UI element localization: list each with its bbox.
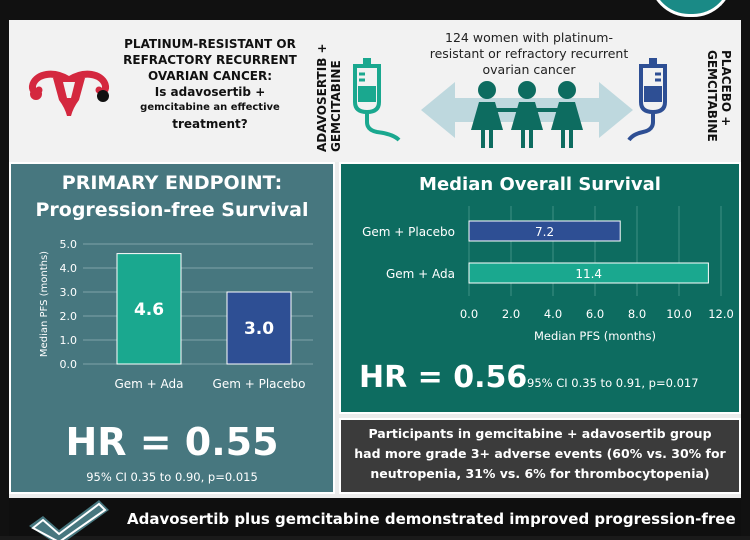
x-tick-label: Gem + Placebo (213, 377, 306, 391)
y-tick-label: Gem + Ada (386, 267, 455, 281)
y-tick-label: 1.0 (60, 334, 78, 347)
arm-label-line: PLACEBO + (719, 50, 733, 127)
trial-line: 124 women with platinum- (445, 30, 613, 45)
conclusion-text: Adavosertib plus gemcitabine demonstrate… (127, 510, 736, 528)
y-tick-label: 4.0 (60, 262, 78, 275)
study-question: PLATINUM-RESISTANT OR REFRACTORY RECURRE… (119, 36, 301, 132)
x-tick-label: 10.0 (666, 307, 692, 321)
uterus-icon (29, 70, 109, 116)
pfs-panel: PRIMARY ENDPOINT: Progression-free Survi… (9, 162, 335, 494)
arm-label-line: GEMCITABINE (329, 60, 343, 152)
iv-bag-icon (627, 58, 667, 142)
question-line: gemcitabine an effective (140, 102, 280, 113)
bar (468, 262, 709, 284)
top-bar (9, 0, 741, 20)
x-tick-label: 12.0 (708, 307, 734, 321)
iv-bag-icon (353, 58, 401, 142)
trial-line: ovarian cancer (482, 62, 576, 77)
bar (116, 253, 182, 365)
adverse-events-panel: Participants in gemcitabine + adavoserti… (339, 418, 741, 494)
os-bar-chart: 0.0 2.0 4.0 6.0 8.0 10.0 12.0 Median PFS (month… (362, 206, 734, 343)
header-panel: PLATINUM-RESISTANT OR REFRACTORY RECURRE… (9, 20, 741, 162)
x-axis-label: Median PFS (months) (534, 329, 656, 343)
x-tick-label: 0.0 (460, 307, 478, 321)
os-panel: Median Overall Survival 0.0 2.0 4.0 6.0 8.0 1… (339, 162, 741, 414)
bar-value-label: 3.0 (244, 319, 274, 339)
bar-value-label: 7.2 (535, 225, 554, 239)
y-tick-label: 3.0 (60, 286, 78, 299)
question-line: PLATINUM-RESISTANT OR (124, 37, 296, 51)
pfs-title-line: Progression-free Survival (35, 199, 309, 221)
pfs-bar-chart: 0.0 1.0 2.0 3.0 4.0 5.0 Median PFS (months) 4.6… (39, 238, 313, 391)
x-tick-label: Gem + Ada (114, 377, 183, 391)
os-hazard-ratio: HR = 0.56 (359, 360, 528, 395)
pfs-confidence-interval: 95% CI 0.35 to 0.90, p=0.015 (86, 470, 258, 484)
adverse-events-line: had more grade 3+ adverse events (60% vs… (354, 446, 726, 461)
pfs-hazard-ratio: HR = 0.55 (65, 420, 279, 464)
y-axis-label: Median PFS (months) (39, 251, 50, 357)
os-title: Median Overall Survival (419, 174, 661, 195)
x-tick-label: 6.0 (586, 307, 604, 321)
pfs-title: PRIMARY ENDPOINT: Progression-free Survi… (11, 170, 333, 224)
trial-description: 124 women with platinum- resistant or re… (424, 30, 634, 78)
bar-value-label: 11.4 (575, 267, 602, 281)
trial-line: resistant or refractory recurrent (429, 46, 629, 61)
x-tick-label: 4.0 (544, 307, 562, 321)
adverse-events-line: Participants in gemcitabine + adavoserti… (368, 426, 712, 441)
y-tick-label: 5.0 (60, 238, 78, 251)
infographic: PLATINUM-RESISTANT OR REFRACTORY RECURRE… (9, 0, 741, 540)
bar-value-label: 4.6 (134, 300, 164, 320)
arm-label-line: GEMCITABINE (705, 50, 719, 142)
y-tick-label: 0.0 (60, 358, 78, 371)
bar (226, 291, 292, 365)
women-icon (471, 81, 583, 148)
os-confidence-interval: 95% CI 0.35 to 0.91, p=0.017 (527, 376, 699, 390)
arm-label-line: ADAVOSERTIB + (315, 43, 329, 152)
y-tick-label: Gem + Placebo (362, 225, 455, 239)
x-tick-label: 8.0 (628, 307, 646, 321)
adverse-events-line: neutropenia, 31% vs. 6% for thrombocytop… (370, 466, 710, 481)
checkmark-icon (29, 500, 109, 540)
arm-label-placebo: PLACEBO + GEMCITABINE (705, 50, 733, 142)
question-line: OVARIAN CANCER: (147, 69, 273, 83)
bar (468, 220, 621, 242)
arm-label-adavosertib: ADAVOSERTIB + GEMCITABINE (315, 43, 343, 152)
conclusion-footer: Adavosertib plus gemcitabine demonstrate… (9, 498, 741, 540)
question-line: REFRACTORY RECURRENT (123, 53, 297, 67)
question-line: treatment? (172, 117, 248, 131)
pfs-title-line: PRIMARY ENDPOINT: (61, 172, 283, 194)
question-line: Is adavosertib + (154, 85, 266, 99)
y-tick-label: 2.0 (60, 310, 78, 323)
x-tick-label: 2.0 (502, 307, 520, 321)
